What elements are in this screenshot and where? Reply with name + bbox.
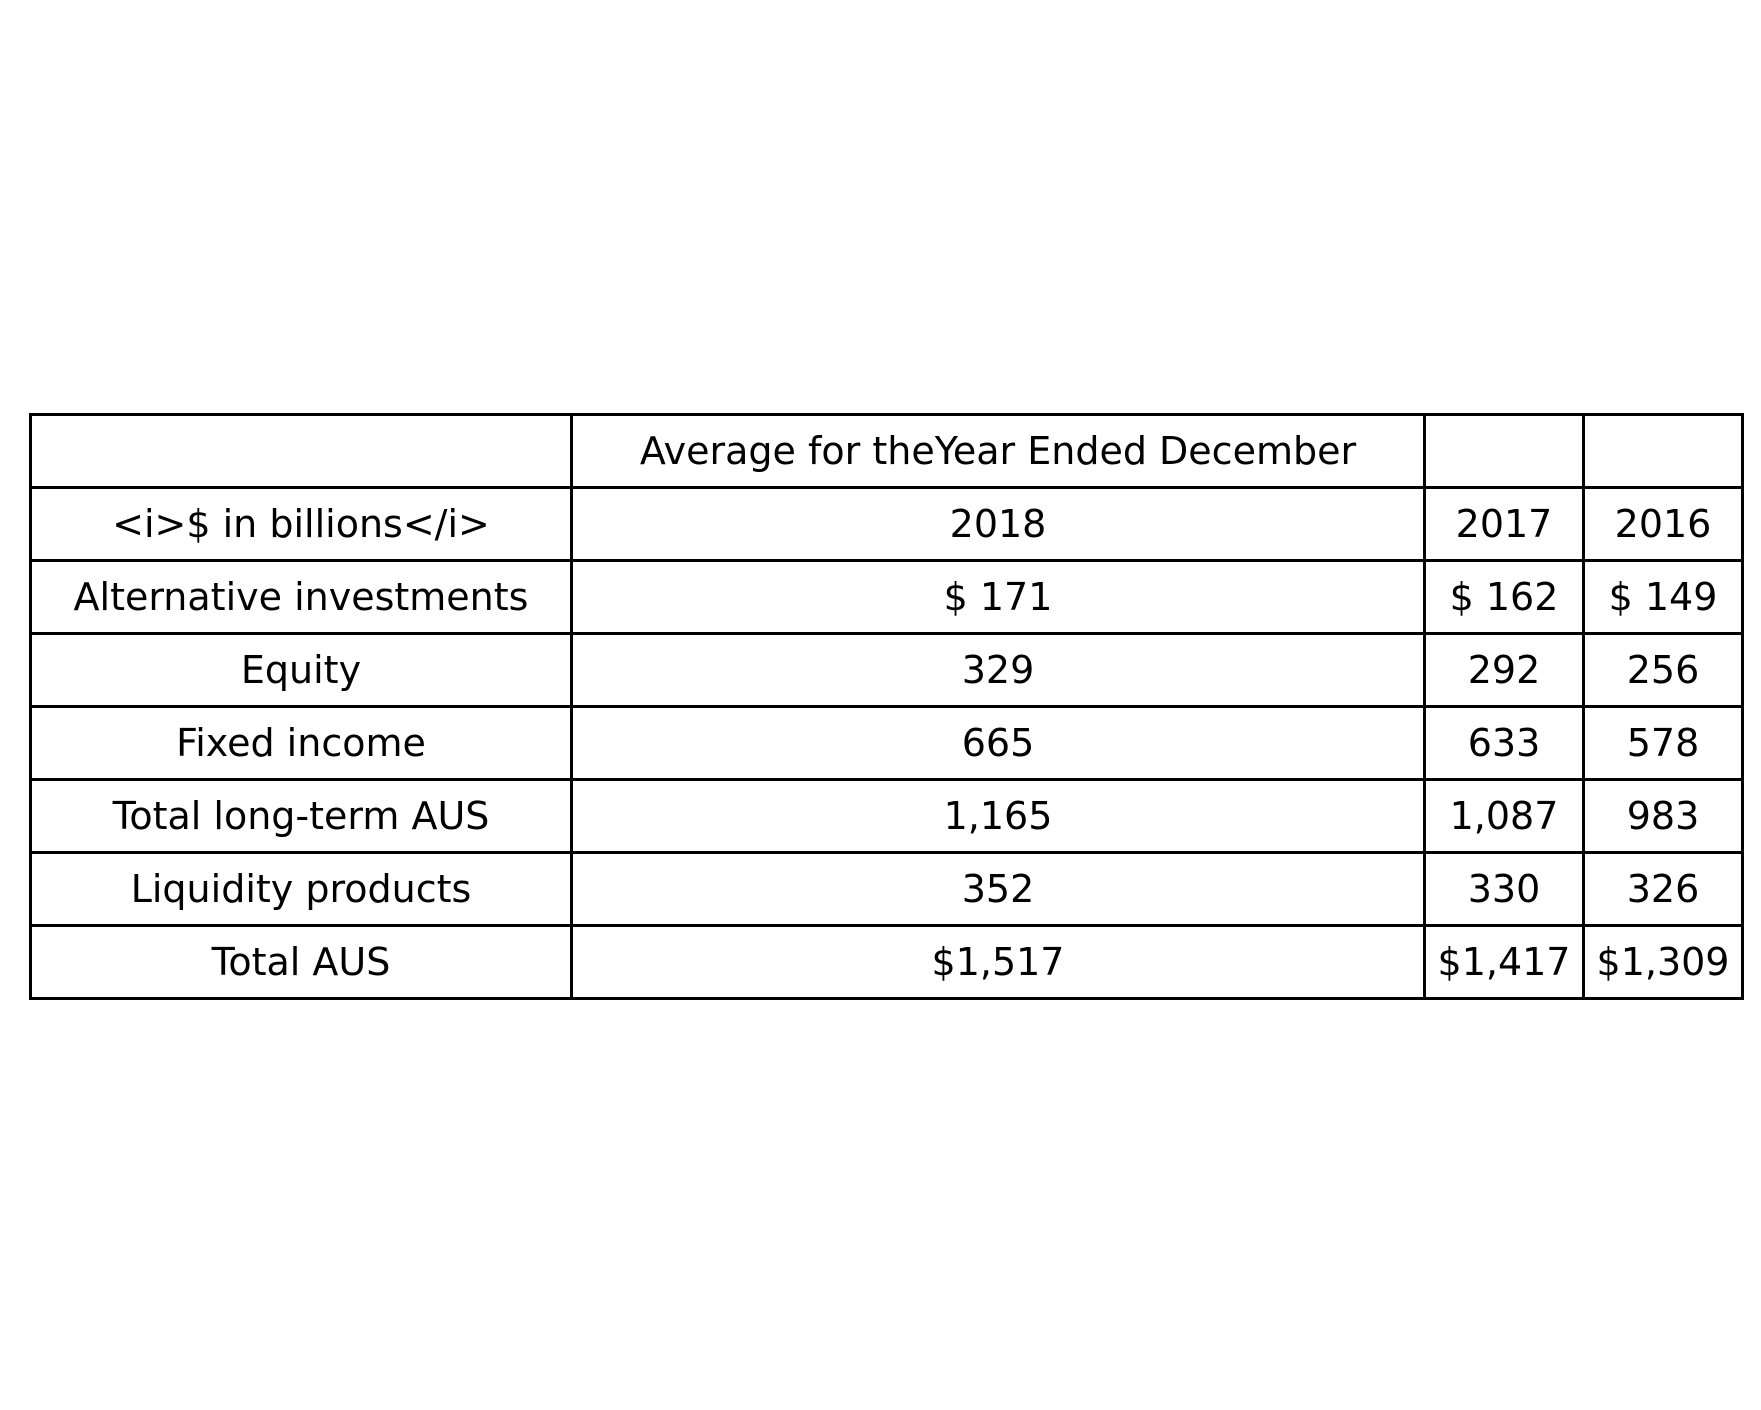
table-row: Fixed income 665 633 578 bbox=[29, 705, 1744, 781]
table-cell: 329 bbox=[570, 632, 1426, 708]
table-group-header: Average for theYear Ended December bbox=[570, 413, 1426, 489]
table-cell: 330 bbox=[1423, 851, 1585, 927]
row-label: Alternative investments bbox=[29, 559, 573, 635]
table-cell: 665 bbox=[570, 705, 1426, 781]
table-cell: $ 149 bbox=[1582, 559, 1744, 635]
column-header-2018: 2018 bbox=[570, 486, 1426, 562]
row-label: Fixed income bbox=[29, 705, 573, 781]
table-cell: $ 162 bbox=[1423, 559, 1585, 635]
table-header-row: <i>$ in billions</i> 2018 2017 2016 bbox=[29, 486, 1744, 562]
table-header-row: Average for theYear Ended December bbox=[29, 413, 1744, 489]
table-cell: $1,517 bbox=[570, 924, 1426, 1000]
aus-table: Average for theYear Ended December <i>$ … bbox=[29, 413, 1744, 1000]
table-cell: 292 bbox=[1423, 632, 1585, 708]
column-header-2017: 2017 bbox=[1423, 486, 1585, 562]
table-cell: 1,087 bbox=[1423, 778, 1585, 854]
column-header-2016: 2016 bbox=[1582, 486, 1744, 562]
table-cell: 352 bbox=[570, 851, 1426, 927]
table-cell bbox=[1582, 413, 1744, 489]
table-row: Equity 329 292 256 bbox=[29, 632, 1744, 708]
row-label: Total long-term AUS bbox=[29, 778, 573, 854]
table-cell: 633 bbox=[1423, 705, 1585, 781]
table-row: Total AUS $1,517 $1,417 $1,309 bbox=[29, 924, 1744, 1000]
row-label: Equity bbox=[29, 632, 573, 708]
table-cell: 983 bbox=[1582, 778, 1744, 854]
table-cell: 1,165 bbox=[570, 778, 1426, 854]
table-cell: 256 bbox=[1582, 632, 1744, 708]
table-row: Liquidity products 352 330 326 bbox=[29, 851, 1744, 927]
unit-label: <i>$ in billions</i> bbox=[29, 486, 573, 562]
table-cell: $1,417 bbox=[1423, 924, 1585, 1000]
table-cell: 578 bbox=[1582, 705, 1744, 781]
table-cell bbox=[1423, 413, 1585, 489]
table-cell: $1,309 bbox=[1582, 924, 1744, 1000]
table-cell bbox=[29, 413, 573, 489]
table-cell: $ 171 bbox=[570, 559, 1426, 635]
row-label: Total AUS bbox=[29, 924, 573, 1000]
table-cell: 326 bbox=[1582, 851, 1744, 927]
row-label: Liquidity products bbox=[29, 851, 573, 927]
table-row: Total long-term AUS 1,165 1,087 983 bbox=[29, 778, 1744, 854]
table-row: Alternative investments $ 171 $ 162 $ 14… bbox=[29, 559, 1744, 635]
